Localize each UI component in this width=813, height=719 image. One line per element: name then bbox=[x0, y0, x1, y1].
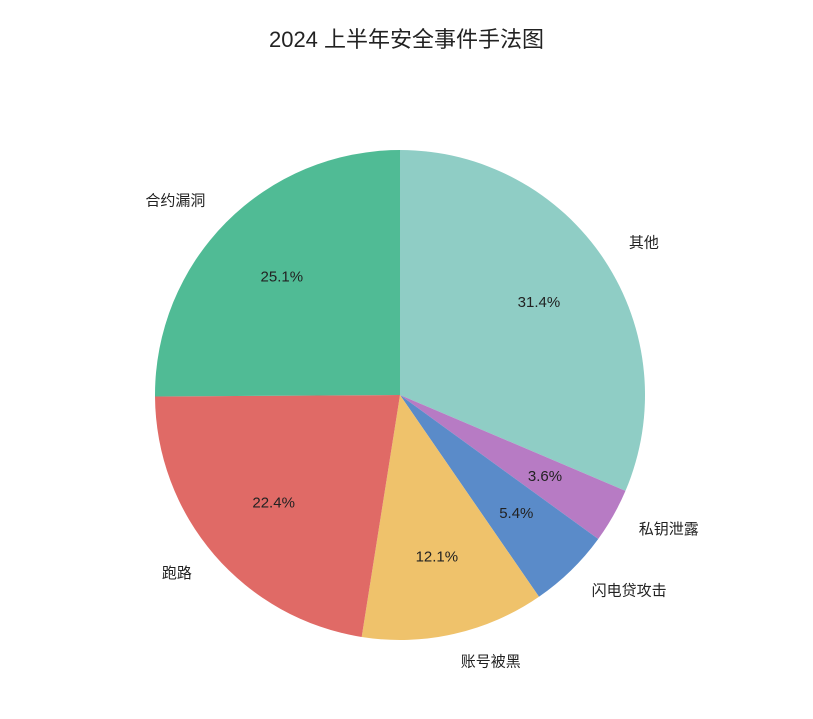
slice-percent-label: 22.4% bbox=[252, 495, 295, 512]
slice-percent-label: 31.4% bbox=[518, 294, 561, 311]
slice-percent-label: 5.4% bbox=[499, 505, 533, 522]
slice-percent-label: 12.1% bbox=[416, 548, 459, 565]
slice-category-label: 其他 bbox=[629, 235, 659, 252]
slice-category-label: 跑路 bbox=[162, 565, 192, 582]
slice-percent-label: 25.1% bbox=[261, 269, 304, 286]
slice-category-label: 私钥泄露 bbox=[639, 521, 699, 538]
pie-slice bbox=[155, 395, 400, 637]
pie-chart-container: 2024 上半年安全事件手法图 31.4%其他3.6%私钥泄露5.4%闪电贷攻击… bbox=[0, 0, 813, 719]
slice-category-label: 闪电贷攻击 bbox=[592, 582, 667, 599]
slice-category-label: 合约漏洞 bbox=[145, 193, 205, 210]
slice-percent-label: 3.6% bbox=[528, 468, 562, 485]
slice-category-label: 账号被黑 bbox=[461, 654, 521, 671]
pie-chart-svg: 31.4% 其他 3.6% 私钥泄露 5.4% 闪电贷攻击 12.1% 账号被黑 22.4% 跑路… bbox=[0, 0, 813, 719]
